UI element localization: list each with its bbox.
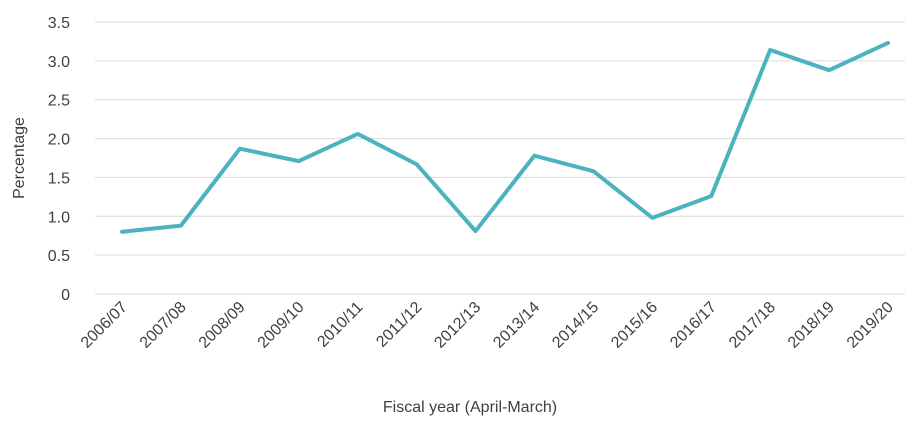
x-tick-label: 2017/18 [726, 299, 779, 352]
y-tick-label: 1.0 [48, 209, 70, 226]
x-tick-label: 2006/07 [78, 299, 131, 352]
y-tick-label: 2.0 [48, 132, 70, 149]
x-tick-label: 2011/12 [373, 299, 425, 351]
x-tick-label: 2012/13 [431, 299, 484, 352]
y-tick-label: 0.5 [48, 248, 70, 265]
y-tick-label: 1.5 [48, 170, 70, 187]
data-line [120, 40, 890, 234]
y-tick-label: 3.5 [48, 15, 70, 32]
x-axis-title: Fiscal year (April-March) [383, 399, 557, 416]
x-tick-label: 2008/09 [196, 299, 249, 352]
x-tick-label: 2014/15 [549, 299, 602, 352]
x-tick-label: 2010/11 [314, 299, 366, 351]
y-tick-label: 0 [61, 287, 70, 304]
x-tick-label: 2019/20 [844, 299, 897, 352]
x-tick-label: 2016/17 [667, 299, 720, 352]
y-tick-label: 3.0 [48, 54, 70, 71]
x-tick-label: 2015/16 [608, 299, 661, 352]
x-tick-label: 2007/08 [137, 299, 190, 352]
y-axis-title: Percentage [11, 117, 28, 199]
x-tick-label: 2009/10 [255, 299, 308, 352]
x-tick-label: 2018/19 [785, 299, 838, 352]
y-tick-label: 2.5 [48, 93, 70, 110]
x-tick-label: 2013/14 [490, 299, 543, 352]
